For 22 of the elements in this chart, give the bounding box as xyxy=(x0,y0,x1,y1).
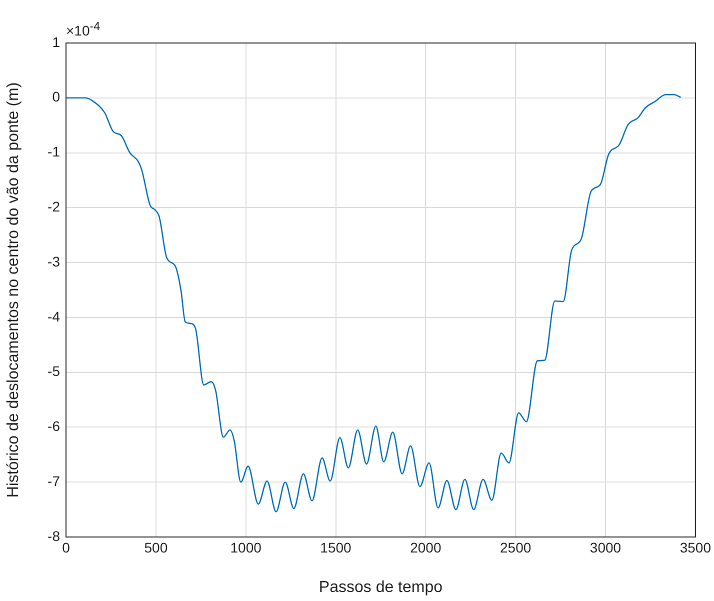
y-tick-label: -6 xyxy=(48,418,60,434)
y-tick-label: -2 xyxy=(48,198,60,215)
x-tick-label: 0 xyxy=(62,539,70,556)
x-tick-label: 2500 xyxy=(500,539,532,556)
x-tick-label: 3500 xyxy=(680,539,712,556)
y-tick-label: -5 xyxy=(48,363,60,380)
text: ×10$^{-4}$ xyxy=(66,20,100,39)
line-series xyxy=(66,94,682,512)
x-tick-label: 1000 xyxy=(230,539,262,556)
y-tick-label: -8 xyxy=(48,528,60,544)
y-tick-label: -1 xyxy=(48,144,60,160)
y-tick-label: -4 xyxy=(48,308,60,324)
y-tick-label: 0 xyxy=(52,88,60,105)
y-tick-label: 1 xyxy=(52,34,60,50)
x-tick-label: 1500 xyxy=(320,539,352,556)
y-tick-label: -7 xyxy=(48,472,60,489)
x-axis-title: Passos de tempo xyxy=(318,578,443,596)
x-tick-label: 2000 xyxy=(410,539,442,556)
x-tick-label: 500 xyxy=(144,539,168,556)
x-tick-label: 3000 xyxy=(590,539,622,556)
y-tick-label: -3 xyxy=(48,253,60,270)
y-axis-title: Histórico de deslocamentos no centro do vão da ponte (m) xyxy=(5,82,22,498)
